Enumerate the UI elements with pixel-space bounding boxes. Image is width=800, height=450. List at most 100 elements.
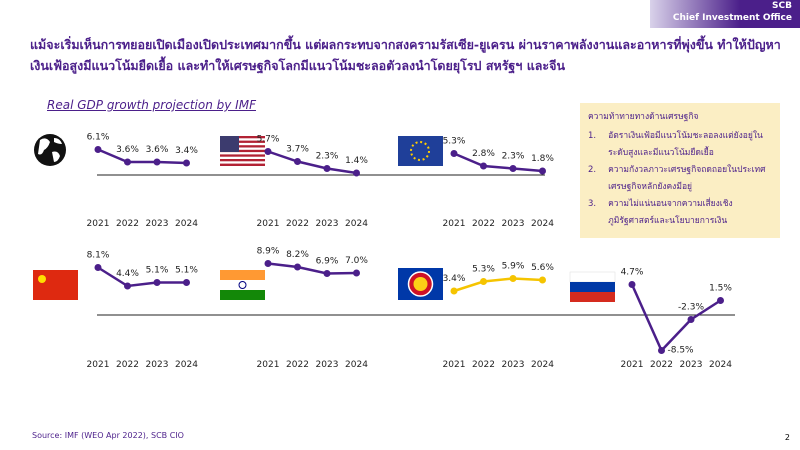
point [153,279,161,286]
x-tick-label: 2024 [345,219,368,229]
x-tick-label: 2023 [316,360,339,370]
x-tick-label: 2023 [316,219,339,229]
marker: 3. [588,199,597,209]
x-tick-label: 2024 [531,219,554,229]
point [353,169,360,177]
series-line [97,266,187,288]
flag-eu [398,136,443,166]
series-line [267,262,357,275]
challenges-box: ความท้าทายทางด้านเศรษฐกิจ 1. อัตราเงินเฟ้… [580,103,780,238]
title-line: แม้จะเริ่มเห็นการทยอยเปิดเมืองเปิดประเทศ… [30,37,781,52]
page-number: 2 [784,433,790,442]
value-label: 1.4% [345,156,368,166]
value-label: 8.2% [286,250,309,260]
series-line [97,148,187,165]
point [94,146,102,153]
point [687,316,695,323]
x-tick-label: 2021 [257,219,280,229]
title-line: เงินเฟ้อสูงมีแนวโน้มยืดเยื้อ และทำให้เศร… [30,58,565,73]
x-tick-label: 2023 [502,219,525,229]
point [323,270,331,277]
challenges-list: 1. อัตราเงินเฟ้อมีแนวโน้มชะลอลงแต่ยังอยู่… [588,128,772,230]
x-tick-label: 2022 [472,219,495,229]
value-label: 5.3% [443,137,466,147]
point [450,287,458,295]
x-tick-label: 2022 [472,360,495,370]
point [539,276,546,284]
point [94,264,102,271]
x-tick-label: 2021 [621,360,644,370]
marker: 2. [588,165,597,175]
value-label: 3.7% [286,145,309,155]
point [264,260,272,267]
value-label: 5.7% [257,135,280,145]
value-label: 3.4% [443,274,466,284]
value-label: 5.9% [502,262,525,272]
x-tick-label: 2024 [175,360,198,370]
point [480,278,487,285]
challenge: 2. ความกังวลภาวะเศรษฐกิจถดถอยในประเทศเศรษ… [588,162,772,196]
flag-usa [220,136,265,166]
series-line [267,150,357,175]
text: อัตราเงินเฟ้อมีแนวโน้มชะลอลงแต่ยังอยู่ใน… [608,131,763,158]
x-tick-label: 2021 [87,360,110,370]
x-tick-label: 2023 [680,360,703,370]
value-label: 8.9% [257,247,280,257]
point [323,165,331,172]
point [628,281,636,288]
x-tick-label: 2023 [146,219,169,229]
value-label: 5.6% [531,263,554,273]
flag-china [33,270,78,300]
value-label: 1.5% [709,284,732,294]
text: ความกังวลภาวะเศรษฐกิจถดถอยในประเทศเศรษฐก… [608,165,766,192]
marker: 1. [588,131,597,141]
x-tick-label: 2023 [502,360,525,370]
text: ความไม่แน่นอนจากความเสี่ยงเชิงภูมิรัฐศาส… [608,199,733,226]
value-label: 2.3% [316,152,339,162]
x-tick-label: 2022 [116,360,139,370]
x-tick-label: 2022 [286,360,309,370]
unit: Chief Investment Office [672,13,792,23]
point [153,158,161,166]
x-tick-label: 2021 [443,360,466,370]
value-label: 5.1% [175,266,198,276]
point [294,158,301,165]
point [658,347,665,354]
header: SCB Chief Investment Office [650,0,800,28]
chart-subtitle: Real GDP growth projection by IMF [47,98,256,112]
flag-russia [569,271,616,302]
point [124,158,131,166]
x-tick-label: 2022 [116,219,139,229]
point [294,263,301,271]
point [353,269,360,277]
point [509,275,517,282]
value-label: 5.1% [146,266,169,276]
x-tick-label: 2023 [146,360,169,370]
point [539,167,546,175]
value-label: 5.3% [472,265,495,275]
challenge: 3. ความไม่แน่นอนจากความเสี่ยงเชิงภูมิรัฐศ… [588,196,772,230]
title: แม้จะเริ่มเห็นการทยอยเปิดเมืองเปิดประเทศ… [30,34,790,76]
value-label: 6.9% [316,257,339,267]
value-label: 6.1% [87,133,110,143]
challenge: 1. อัตราเงินเฟ้อมีแนวโน้มชะลอลงแต่ยังอยู่… [588,128,772,162]
value-label: 3.6% [146,145,169,155]
point [450,150,458,157]
point [183,159,190,167]
x-tick-label: 2021 [443,219,466,229]
series-line [630,283,722,353]
point [509,165,517,172]
x-tick-label: 2024 [531,360,554,370]
x-tick-label: 2021 [257,360,280,370]
value-label: 2.8% [472,149,495,159]
x-tick-label: 2024 [175,219,198,229]
x-tick-label: 2024 [345,360,368,370]
value-label: 1.8% [531,154,554,164]
source: Source: IMF (WEO Apr 2022), SCB CIO [32,431,184,440]
x-tick-label: 2024 [709,360,732,370]
value-label: 8.1% [87,251,110,261]
value-label: 3.6% [116,145,139,155]
challenges-title: ความท้าทายทางด้านเศรษฐกิจ [588,112,699,122]
